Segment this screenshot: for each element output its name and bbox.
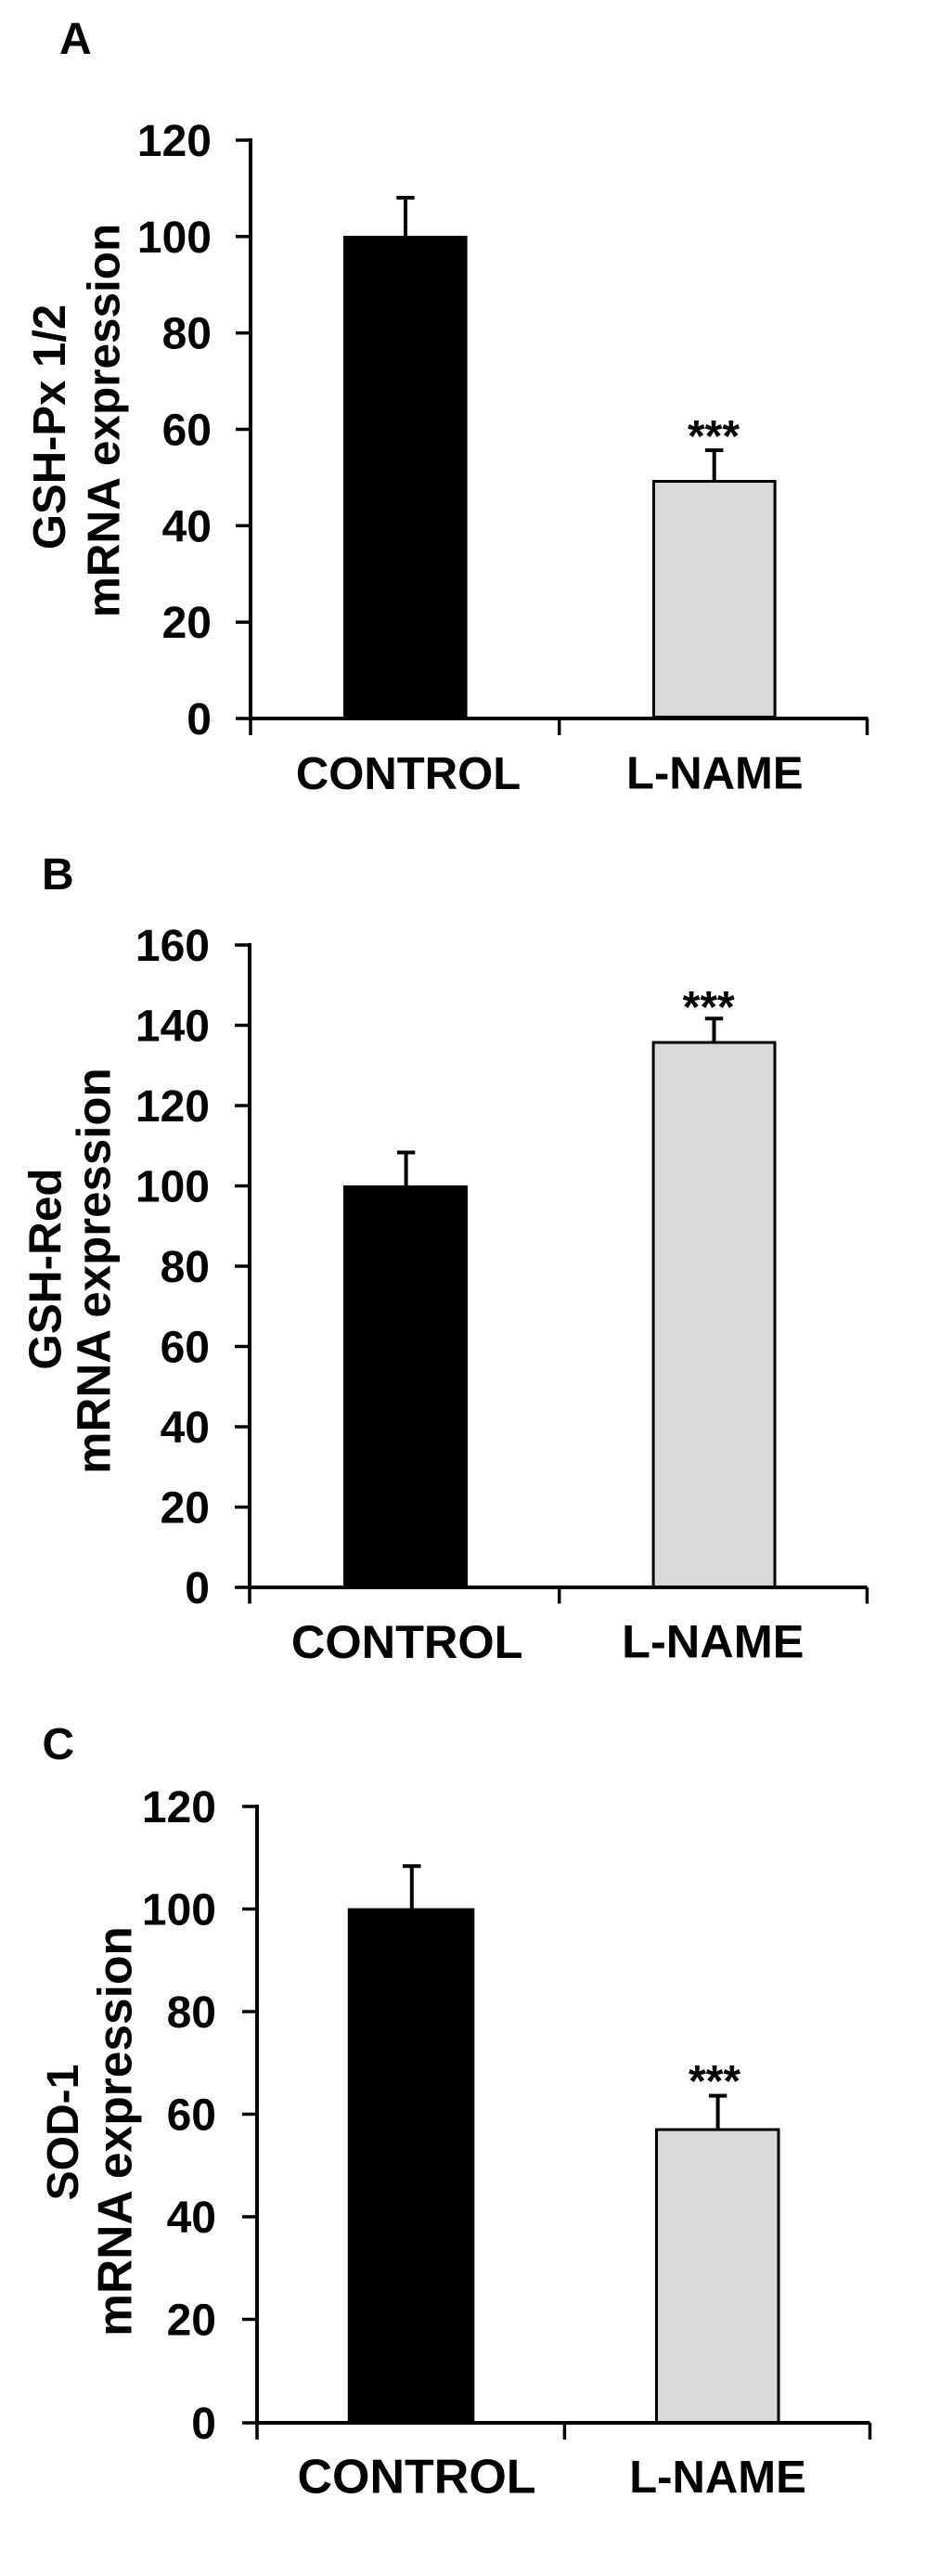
svg-text:GSH-Px 1/2: GSH-Px 1/2 — [25, 304, 75, 550]
svg-text:L-NAME: L-NAME — [629, 2453, 806, 2503]
svg-text:0: 0 — [185, 1564, 210, 1613]
svg-text:80: 80 — [167, 1988, 216, 2038]
svg-text:120: 120 — [137, 117, 212, 166]
svg-text:***: *** — [688, 412, 740, 461]
svg-text:C: C — [43, 1720, 75, 1769]
svg-text:CONTROL: CONTROL — [297, 2451, 535, 2505]
svg-text:L-NAME: L-NAME — [622, 1615, 804, 1668]
svg-text:CONTROL: CONTROL — [291, 1615, 523, 1668]
svg-text:GSH-Red: GSH-Red — [20, 1168, 71, 1369]
svg-text:20: 20 — [162, 599, 212, 648]
svg-text:0: 0 — [191, 2400, 216, 2449]
svg-text:100: 100 — [135, 1163, 210, 1212]
svg-text:20: 20 — [167, 2297, 216, 2346]
svg-text:60: 60 — [162, 407, 212, 456]
svg-text:100: 100 — [137, 214, 212, 263]
svg-text:SOD-1: SOD-1 — [39, 2065, 88, 2201]
svg-text:60: 60 — [161, 1324, 210, 1373]
svg-text:A: A — [59, 15, 92, 64]
svg-text:120: 120 — [142, 1783, 216, 1832]
svg-text:mRNA expression: mRNA expression — [68, 1068, 121, 1473]
svg-text:140: 140 — [135, 1003, 210, 1052]
svg-text:CONTROL: CONTROL — [296, 749, 521, 799]
svg-text:B: B — [42, 850, 74, 900]
svg-text:80: 80 — [161, 1243, 210, 1292]
svg-text:L-NAME: L-NAME — [626, 749, 804, 799]
svg-text:100: 100 — [142, 1886, 216, 1935]
svg-text:***: *** — [683, 983, 735, 1032]
svg-text:40: 40 — [162, 502, 212, 551]
svg-text:120: 120 — [135, 1082, 210, 1132]
svg-text:60: 60 — [167, 2091, 216, 2141]
svg-text:40: 40 — [167, 2194, 216, 2243]
svg-text:0: 0 — [187, 695, 212, 744]
svg-text:mRNA expression: mRNA expression — [79, 224, 130, 618]
svg-text:160: 160 — [135, 922, 210, 971]
svg-text:mRNA expression: mRNA expression — [88, 1926, 142, 2337]
svg-text:***: *** — [689, 2057, 740, 2106]
svg-text:40: 40 — [161, 1404, 210, 1453]
svg-text:20: 20 — [161, 1484, 210, 1534]
svg-text:80: 80 — [162, 310, 212, 359]
